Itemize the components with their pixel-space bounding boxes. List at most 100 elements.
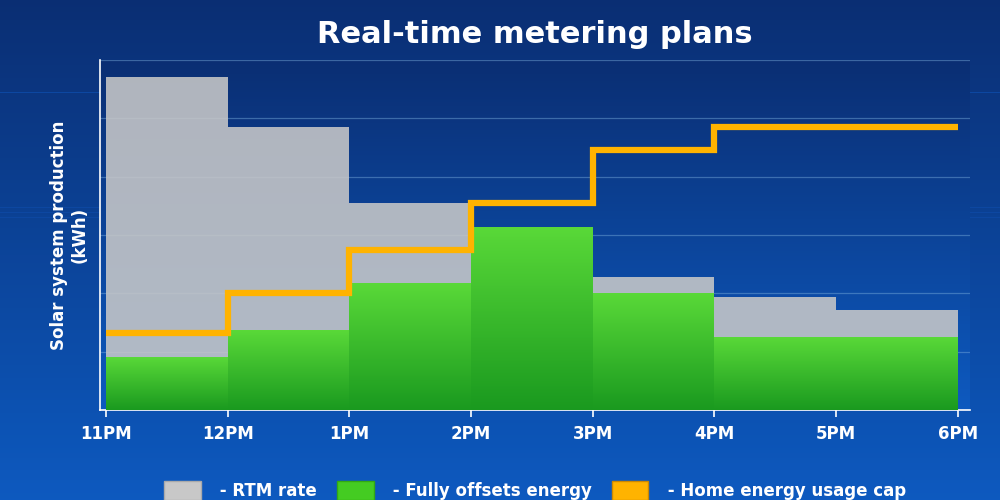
Bar <box>0 462 1000 465</box>
Bar <box>0 432 1000 435</box>
Bar <box>100 272 970 274</box>
Bar <box>100 218 970 219</box>
Bar <box>100 148 970 149</box>
Bar <box>0 348 1000 350</box>
Bar <box>0 388 1000 390</box>
Bar <box>0 295 1000 298</box>
Bar <box>100 165 970 167</box>
Bar <box>100 400 970 401</box>
Bar <box>100 240 970 242</box>
Bar <box>0 52 1000 55</box>
Bar <box>0 398 1000 400</box>
Bar <box>0 265 1000 268</box>
Bar <box>0 402 1000 405</box>
Bar <box>100 256 970 258</box>
Bar <box>0 142 1000 145</box>
Bar <box>0 385 1000 388</box>
Bar <box>100 292 970 294</box>
Bar <box>0 218 1000 220</box>
Bar <box>0 438 1000 440</box>
Bar <box>0 210 1000 212</box>
Bar <box>0 158 1000 160</box>
Bar <box>0 390 1000 392</box>
Bar <box>0 88 1000 90</box>
Bar <box>100 366 970 368</box>
Bar <box>100 389 970 390</box>
Bar <box>0 255 1000 258</box>
Bar <box>100 277 970 279</box>
Bar <box>0 442 1000 445</box>
Bar <box>100 224 970 226</box>
Bar <box>0 475 1000 478</box>
Bar <box>100 182 970 184</box>
Bar <box>0 300 1000 302</box>
Bar <box>100 111 970 112</box>
Bar <box>100 275 970 277</box>
Bar <box>0 448 1000 450</box>
Bar <box>100 153 970 154</box>
Bar <box>0 192 1000 195</box>
Bar <box>0 48 1000 50</box>
Bar <box>0 360 1000 362</box>
Bar <box>0 30 1000 32</box>
Bar <box>100 321 970 322</box>
Bar <box>0 68 1000 70</box>
Bar <box>100 282 970 284</box>
Bar <box>100 156 970 158</box>
Bar <box>100 238 970 240</box>
Bar <box>0 25 1000 28</box>
Bar <box>100 404 970 406</box>
Bar <box>0 5 1000 8</box>
Bar <box>100 340 970 342</box>
Bar <box>0 482 1000 485</box>
Bar <box>100 356 970 358</box>
Bar <box>0 450 1000 452</box>
Bar <box>100 314 970 316</box>
Bar <box>100 198 970 200</box>
Bar <box>0 408 1000 410</box>
Bar <box>100 386 970 387</box>
Bar <box>100 364 970 366</box>
Bar <box>100 108 970 109</box>
Bar <box>100 210 970 212</box>
Bar <box>100 137 970 138</box>
Bar <box>0 280 1000 282</box>
Bar <box>100 69 970 70</box>
Bar <box>0 220 1000 222</box>
Bar <box>100 382 970 384</box>
Bar <box>100 300 970 302</box>
Bar <box>0 232 1000 235</box>
Bar <box>100 296 970 298</box>
Bar <box>0 248 1000 250</box>
Bar <box>100 92 970 93</box>
Bar <box>100 305 970 306</box>
Bar <box>100 134 970 135</box>
Bar <box>0 85 1000 87</box>
Bar <box>0 72 1000 75</box>
Bar <box>100 288 970 289</box>
Bar <box>100 268 970 270</box>
Bar <box>100 196 970 198</box>
Bar <box>0 395 1000 398</box>
Bar <box>100 270 970 272</box>
Bar <box>0 42 1000 45</box>
Bar <box>100 352 970 354</box>
Bar <box>100 349 970 350</box>
Bar <box>0 225 1000 228</box>
Bar <box>0 215 1000 218</box>
Bar <box>100 62 970 64</box>
Bar <box>0 228 1000 230</box>
Bar <box>0 472 1000 475</box>
Bar <box>0 148 1000 150</box>
Bar <box>0 95 1000 98</box>
Bar <box>0 372 1000 375</box>
Bar <box>0 425 1000 428</box>
Bar <box>100 86 970 88</box>
Bar <box>0 290 1000 292</box>
Bar <box>100 318 970 319</box>
Legend:  - RTM rate,  - Fully offsets energy,  - Home energy usage cap: - RTM rate, - Fully offsets energy, - Ho… <box>157 474 913 500</box>
Bar <box>100 342 970 344</box>
Bar <box>100 144 970 146</box>
Bar <box>0 430 1000 432</box>
Bar <box>100 298 970 300</box>
